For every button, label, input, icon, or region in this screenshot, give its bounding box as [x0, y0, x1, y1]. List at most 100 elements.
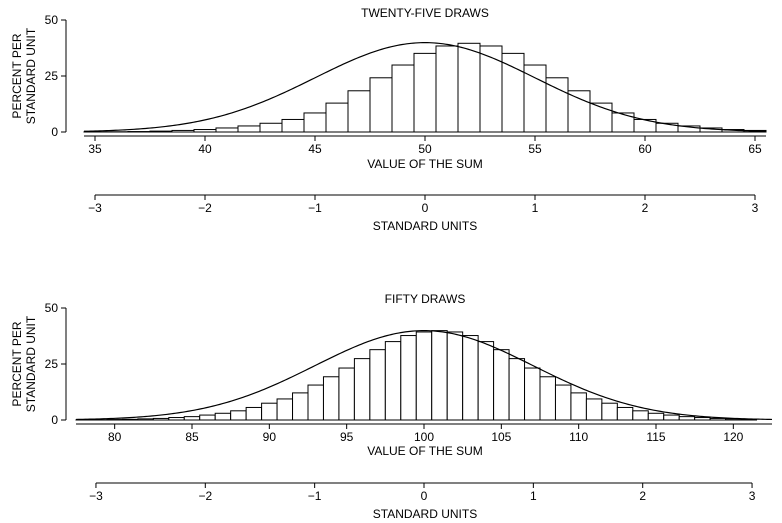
- x-tick-label: 80: [108, 430, 122, 444]
- histogram-bar: [215, 127, 239, 133]
- chart-title: TWENTY-FIVE DRAWS: [361, 6, 489, 20]
- panel-twenty-five-draws: TWENTY-FIVE DRAWS PERCENT PER STANDARD U…: [10, 6, 767, 233]
- y-axis-label-line-1: PERCENT PER: [10, 321, 24, 406]
- standard-units-tick-label: 2: [639, 489, 646, 503]
- y-tick-label: 0: [51, 125, 58, 139]
- x-tick-label: 110: [569, 430, 588, 444]
- histogram-bar: [303, 112, 327, 133]
- histogram-bar: [611, 112, 635, 133]
- histogram-bar: [391, 64, 415, 133]
- histogram-bar: [415, 331, 433, 421]
- standard-units-tick-label: −2: [198, 201, 212, 215]
- histogram-bar: [214, 412, 232, 421]
- y-tick-label: 50: [45, 301, 59, 315]
- standard-units-tick-label: 0: [421, 489, 428, 503]
- histogram-bar: [338, 367, 355, 421]
- histogram-bar: [539, 376, 556, 421]
- histogram-bar: [245, 406, 263, 421]
- histogram-bar: [524, 367, 541, 421]
- standard-units-tick-label: 3: [749, 489, 756, 503]
- histogram-bar: [347, 90, 371, 133]
- x-tick-label: 65: [748, 142, 762, 156]
- standard-units-tick-label: −1: [308, 489, 322, 503]
- histogram-bar: [369, 77, 393, 133]
- histogram-bar: [237, 125, 261, 133]
- x-tick-label: 85: [185, 430, 199, 444]
- histogram-bar: [501, 52, 525, 133]
- x-axis-label: VALUE OF THE SUM: [367, 444, 483, 458]
- x-tick-label: 115: [646, 430, 665, 444]
- x-tick-label: 95: [340, 430, 354, 444]
- histogram-bar: [601, 402, 618, 421]
- y-axis-label-line-2: STANDARD UNIT: [24, 315, 38, 412]
- histogram-bar: [554, 384, 572, 421]
- standard-units-tick-label: 1: [530, 489, 537, 503]
- x-tick-label: 50: [418, 142, 432, 156]
- histogram-bar: [325, 102, 349, 133]
- x-tick-label: 100: [414, 430, 434, 444]
- histogram-bar: [369, 349, 386, 421]
- histogram-bar: [307, 384, 324, 421]
- chart-marks: 0 25 50 80 85 90 95 100 105 110 115 120 −3 −2 −1 0 1 2 3: [45, 301, 773, 503]
- histogram-bar: [567, 90, 591, 133]
- histogram-bar: [457, 42, 481, 133]
- standard-units-tick-label: −3: [88, 201, 102, 215]
- y-tick-label: 25: [45, 69, 59, 83]
- histogram-bar: [477, 341, 495, 421]
- histogram-bar: [353, 358, 371, 421]
- histogram-bar: [585, 398, 603, 421]
- y-tick-label: 25: [45, 357, 59, 371]
- histogram-bar: [384, 341, 402, 421]
- histogram-bar: [281, 118, 305, 133]
- histogram-bar: [230, 410, 247, 421]
- chart-title: FIFTY DRAWS: [385, 292, 466, 306]
- standard-units-tick-label: 3: [752, 201, 759, 215]
- y-tick-label: 0: [51, 413, 58, 427]
- standard-units-tick-label: 0: [422, 201, 429, 215]
- histogram-bar: [508, 358, 526, 421]
- histogram-bar: [545, 77, 569, 133]
- standard-units-tick-label: −1: [308, 201, 322, 215]
- panel-fifty-draws: FIFTY DRAWS PERCENT PER STANDARD UNIT VA…: [10, 292, 773, 521]
- histogram-bar: [570, 392, 587, 421]
- y-axis-label-line-1: PERCENT PER: [10, 33, 24, 118]
- histogram-bar: [462, 335, 479, 421]
- histogram-bar: [199, 414, 216, 421]
- histogram-bar: [479, 45, 503, 133]
- x-tick-label: 40: [198, 142, 212, 156]
- x-tick-label: 35: [88, 142, 102, 156]
- histogram-bar: [276, 398, 294, 421]
- histogram-bar: [322, 376, 340, 421]
- x-tick-label: 60: [638, 142, 652, 156]
- histogram-bar: [493, 349, 510, 421]
- y-tick-label: 50: [45, 13, 59, 27]
- histogram-bar: [400, 335, 417, 421]
- histogram-bar: [292, 392, 309, 421]
- x-tick-label: 105: [491, 430, 511, 444]
- standard-units-tick-label: −3: [89, 489, 103, 503]
- histogram-bar: [663, 414, 680, 421]
- histogram-bar: [431, 330, 448, 421]
- x-tick-label: 120: [723, 430, 743, 444]
- standard-units-label: STANDARD UNITS: [373, 219, 477, 233]
- histogram-bar: [259, 122, 283, 133]
- standard-units-tick-label: 2: [642, 201, 649, 215]
- histogram-bar: [446, 331, 464, 421]
- histogram-bar: [647, 412, 665, 421]
- normal-curve: [75, 330, 773, 421]
- x-axis-label: VALUE OF THE SUM: [367, 157, 483, 171]
- histogram-bar: [616, 406, 634, 421]
- standard-units-label: STANDARD UNITS: [373, 507, 477, 521]
- x-tick-label: 55: [528, 142, 542, 156]
- standard-units-tick-label: 1: [532, 201, 539, 215]
- x-tick-label: 90: [263, 430, 277, 444]
- histogram-bar: [261, 402, 278, 421]
- y-axis-label-line-2: STANDARD UNIT: [24, 27, 38, 124]
- histogram-bar: [413, 52, 437, 133]
- standard-units-tick-label: −2: [198, 489, 212, 503]
- histogram-bar: [435, 45, 459, 133]
- chart-marks: 0 25 50 35 40 45 50 55 60 65 −3 −2 −1 0 1 2 3: [45, 13, 767, 215]
- normal-curve: [83, 42, 767, 132]
- histogram-bar: [632, 410, 649, 421]
